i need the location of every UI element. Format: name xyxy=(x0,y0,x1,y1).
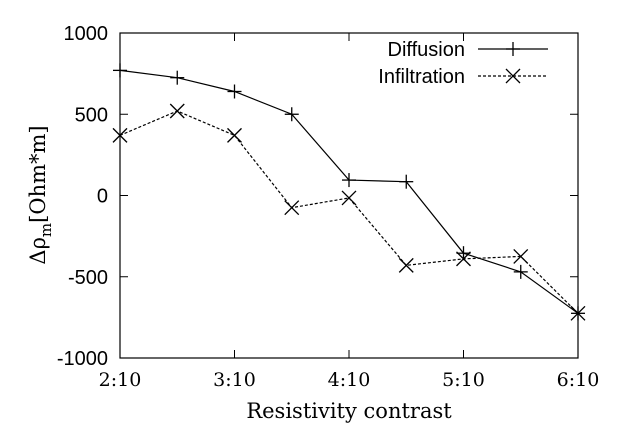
legend-marker-infiltration xyxy=(505,68,521,84)
data-point-infiltration xyxy=(284,200,300,216)
data-point-infiltration xyxy=(398,257,414,273)
legend-label-diffusion: Diffusion xyxy=(388,39,465,61)
x-axis-label: Resistivity contrast xyxy=(246,399,452,423)
data-point-infiltration xyxy=(169,103,185,119)
y-tick-label: 500 xyxy=(75,104,108,126)
data-point-diffusion xyxy=(227,84,242,99)
y-axis-label: Δρm[Ohm*m] xyxy=(26,125,55,264)
plot-frame xyxy=(119,32,579,359)
data-point-diffusion xyxy=(342,173,356,188)
data-point-infiltration xyxy=(112,127,128,143)
series-line-infiltration xyxy=(119,110,579,314)
data-point-diffusion xyxy=(113,63,127,78)
y-tick-label: -1000 xyxy=(57,348,108,370)
data-point-infiltration xyxy=(227,127,242,143)
y-tick-label: 0 xyxy=(97,186,108,208)
series-line-diffusion xyxy=(119,69,579,314)
legend-marker-diffusion xyxy=(506,42,520,56)
x-tick-label: 3:10 xyxy=(213,369,256,391)
y-tick-label: -500 xyxy=(68,267,108,289)
data-point-diffusion xyxy=(513,264,528,279)
data-point-diffusion xyxy=(284,107,299,122)
x-tick-label: 6:10 xyxy=(557,369,600,391)
x-tick-label: 4:10 xyxy=(328,369,371,391)
data-point-diffusion xyxy=(170,70,185,85)
data-point-infiltration xyxy=(456,251,471,267)
x-tick-label: 5:10 xyxy=(442,369,485,391)
data-point-infiltration xyxy=(341,190,357,206)
data-point-diffusion xyxy=(399,174,414,189)
x-tick-label: 2:10 xyxy=(99,369,142,391)
data-point-diffusion xyxy=(456,246,471,261)
data-point-infiltration xyxy=(570,305,586,321)
legend-label-infiltration: Infiltration xyxy=(378,66,465,88)
y-tick-label: 1000 xyxy=(64,23,109,45)
data-point-infiltration xyxy=(513,248,529,264)
